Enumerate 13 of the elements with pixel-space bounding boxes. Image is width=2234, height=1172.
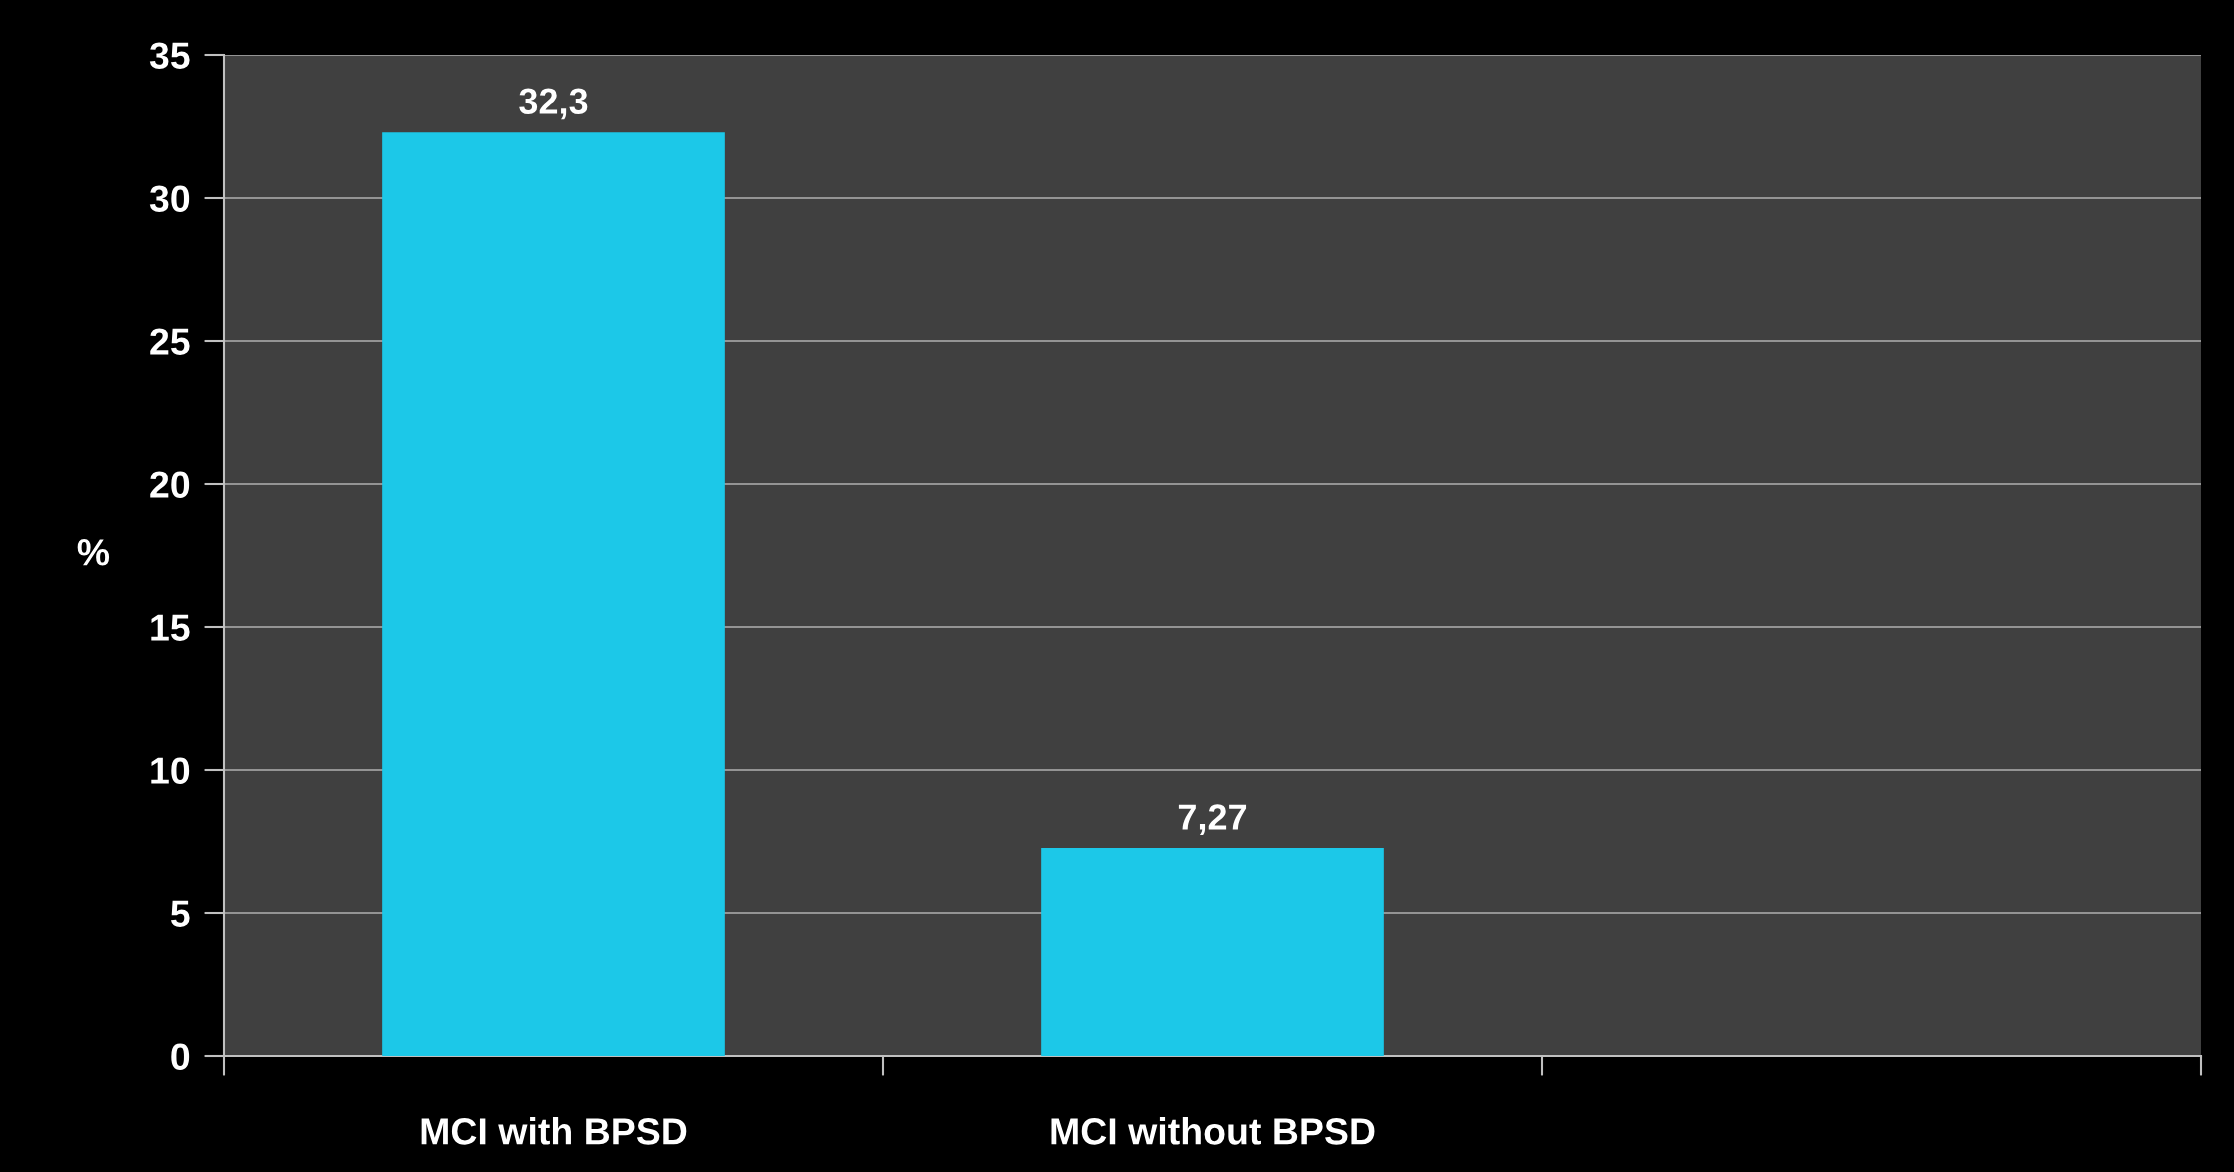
x-tick-label: MCI with BPSD bbox=[421, 1117, 687, 1145]
y-tick-label: 30 bbox=[149, 185, 190, 213]
y-axis-title: % bbox=[77, 539, 110, 566]
x-tick-label: MCI without BPSD bbox=[1051, 1117, 1375, 1145]
y-tick-label: 20 bbox=[150, 471, 190, 498]
y-tick-label: 15 bbox=[151, 614, 190, 641]
y-tick-label: 0 bbox=[171, 1043, 190, 1070]
data-label: 7,27 bbox=[1178, 804, 1247, 836]
y-tick-label: 25 bbox=[150, 328, 190, 355]
data-label: 32,3 bbox=[519, 88, 588, 120]
y-tick-label: 5 bbox=[170, 900, 190, 927]
y-tick-label: 10 bbox=[151, 757, 190, 784]
y-tick-label: 35 bbox=[149, 42, 190, 70]
